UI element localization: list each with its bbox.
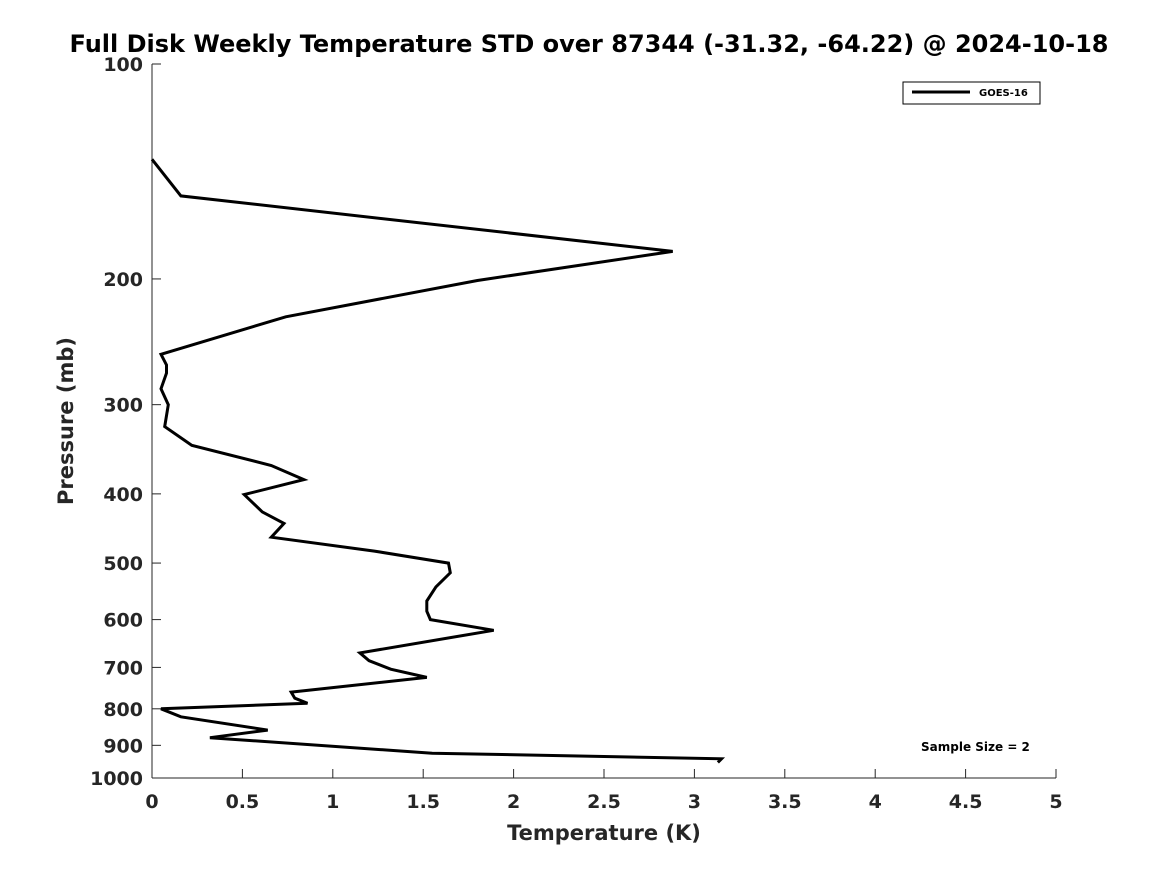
y-axis-label: Pressure (mb) — [54, 337, 78, 505]
y-tick-label: 800 — [103, 699, 143, 721]
series-line-goes-16 — [150, 158, 726, 764]
x-tick-label: 0 — [145, 791, 158, 813]
y-tick-label: 1000 — [90, 768, 143, 790]
legend-box — [902, 81, 1041, 105]
legend: GOES-16 — [902, 81, 1041, 105]
x-tick-label: 1.5 — [406, 791, 440, 813]
x-axis-label: Temperature (K) — [507, 821, 701, 845]
axes: 0 0.5 1 1.5 2 2.5 3 3.5 4 4.5 5 100 200 300 400 500 600 7… — [90, 54, 1063, 813]
y-tick-label: 700 — [103, 657, 143, 679]
x-tick-label: 2.5 — [587, 791, 621, 813]
x-tick-label: 1 — [326, 791, 339, 813]
x-tick-label: 5 — [1049, 791, 1062, 813]
y-tick-label: 100 — [103, 54, 143, 76]
chart-title: Full Disk Weekly Temperature STD over 87… — [70, 30, 1109, 58]
x-tick-label: 4.5 — [949, 791, 983, 813]
sample-size-annotation: Sample Size = 2 — [921, 740, 1030, 754]
x-tick-label: 3 — [688, 791, 701, 813]
y-tick-label: 200 — [103, 269, 143, 291]
x-tick-label: 4 — [869, 791, 882, 813]
y-tick-label: 900 — [103, 735, 143, 757]
y-tick-label: 500 — [103, 553, 143, 575]
y-tick-label: 600 — [103, 610, 143, 632]
x-tick-label: 2 — [507, 791, 520, 813]
plot-area — [150, 158, 726, 764]
y-tick-label: 300 — [103, 395, 143, 417]
x-tick-label: 3.5 — [768, 791, 802, 813]
y-tick-label: 400 — [103, 484, 143, 506]
legend-label: GOES-16 — [979, 88, 1028, 99]
x-tick-label: 0.5 — [226, 791, 260, 813]
